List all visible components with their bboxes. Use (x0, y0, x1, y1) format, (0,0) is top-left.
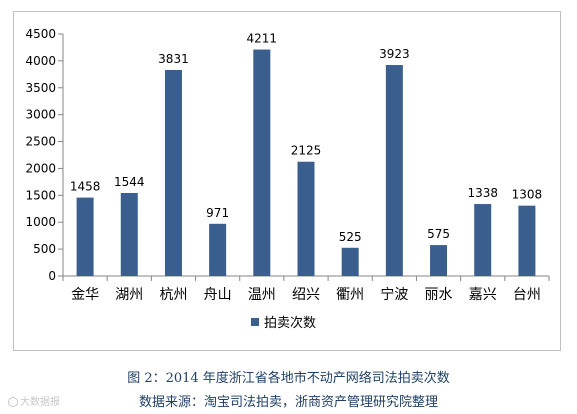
y-tick-label: 500 (33, 242, 56, 256)
data-label: 2125 (291, 144, 322, 158)
y-tick-label: 1000 (25, 215, 56, 229)
y-tick-label: 0 (48, 269, 56, 283)
bar-7 (341, 247, 359, 276)
legend-label: 拍卖次数 (264, 315, 316, 331)
y-tick-label: 4500 (25, 27, 56, 41)
data-label: 971 (206, 206, 229, 220)
data-label: 3923 (379, 47, 410, 61)
bar-3 (164, 69, 182, 277)
data-label: 1308 (512, 188, 543, 202)
watermark-text: 大数据报 (20, 397, 60, 408)
data-label: 1458 (70, 180, 101, 194)
y-tick-label: 3000 (25, 108, 56, 122)
data-label: 3831 (158, 52, 189, 66)
x-tick-label: 绍兴 (292, 287, 320, 303)
bar-chart: 0 500 1000 1500 2000 2500 3000 3500 4000 4500 1458… (25, 27, 550, 331)
x-tick-label: 丽水 (425, 287, 453, 303)
y-tick-label: 1500 (25, 188, 56, 202)
bar-2 (120, 192, 138, 276)
y-tick-label: 2000 (25, 161, 56, 175)
x-tick-label: 宁波 (380, 286, 408, 303)
chart-caption: 图 2：2014 年度浙江省各地市不动产网络司法拍卖次数 (127, 371, 450, 386)
bar-8 (385, 65, 403, 276)
data-label: 1544 (114, 175, 145, 189)
bar-11 (518, 205, 536, 276)
watermark-icon (8, 397, 18, 407)
bar-4 (209, 223, 227, 276)
bar-5 (253, 49, 271, 276)
x-tick-label: 台州 (513, 287, 541, 303)
bar-1 (76, 197, 94, 276)
y-tick-label: 3500 (25, 81, 56, 95)
x-tick-label: 湖州 (115, 287, 143, 303)
x-tick-label: 温州 (248, 287, 276, 303)
bar-9 (430, 245, 448, 276)
x-tick-label: 金华 (71, 287, 99, 303)
bar-10 (474, 204, 492, 276)
x-tick-label: 嘉兴 (469, 287, 497, 303)
data-label: 575 (427, 227, 450, 241)
chart-frame: 0 500 1000 1500 2000 2500 3000 3500 4000 4500 1458… (13, 11, 561, 351)
watermark: 大数据报 (8, 393, 60, 408)
x-tick-label: 杭州 (159, 287, 187, 303)
legend-swatch (251, 318, 259, 326)
bar-6 (297, 161, 315, 276)
data-label: 4211 (247, 32, 278, 46)
y-tick-label: 4000 (25, 54, 56, 68)
data-label: 1338 (467, 186, 498, 200)
x-tick-label: 衢州 (336, 286, 364, 303)
data-label: 525 (339, 230, 362, 244)
data-source: 数据来源：淘宝司法拍卖，浙商资产管理研究院整理 (138, 395, 438, 410)
y-tick-label: 2500 (25, 135, 56, 149)
x-tick-label: 舟山 (204, 287, 232, 303)
